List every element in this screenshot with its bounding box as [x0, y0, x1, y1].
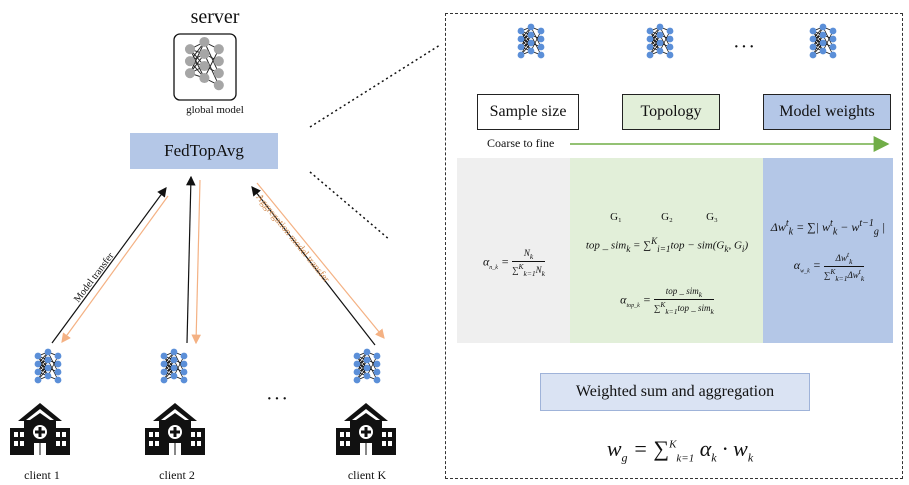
tag-model-weights: Model weights	[763, 94, 891, 130]
client-1-label: client 1	[24, 468, 60, 482]
panel-ellipsis: ···	[733, 36, 756, 58]
aggregation-arrow-k	[256, 182, 385, 339]
client-1-network-icon	[34, 348, 62, 384]
formula-final: wg = ∑Kk=1 αk · wk	[606, 436, 754, 465]
topology-column	[570, 158, 763, 343]
global-model-caption: global model	[186, 104, 244, 116]
formula-alpha-w: αw_k = Δwtk ∑Kk=1Δwtk	[793, 250, 865, 283]
model-weights-column	[763, 158, 893, 343]
aggregation-panel	[445, 13, 903, 479]
tag-topology: Topology	[622, 94, 720, 130]
weighted-sum-box: Weighted sum and aggregation	[540, 373, 810, 411]
fedtopavg-box: FedTopAvg	[130, 133, 278, 169]
client-2-label: client 2	[159, 468, 195, 482]
formula-alpha-n: αn_k = Nk ∑Kk=1Nk	[482, 248, 546, 278]
tag-model-weights-label: Model weights	[779, 103, 875, 120]
model-transfer-arrow-2	[185, 175, 196, 344]
client-k-hospital-icon	[336, 403, 396, 455]
fedtopavg-label: FedTopAvg	[164, 141, 244, 160]
client-2-hospital-icon	[145, 403, 205, 455]
client-k-label: client K	[347, 468, 387, 482]
client-1-hospital-icon	[10, 403, 70, 455]
weighted-sum-label: Weighted sum and aggregation	[575, 383, 775, 400]
tag-topology-label: Topology	[640, 103, 702, 120]
coarse-to-fine-label: Coarse to fine	[487, 136, 555, 150]
sample-size-column	[457, 158, 570, 343]
dotted-connector-top	[309, 44, 441, 128]
aggregation-arrow-1	[61, 195, 169, 343]
formula-delta-w: Δwtk = ∑| wtk − wt−1g |	[770, 218, 886, 238]
formula-top-sim: top _ simk = ∑Ki=1top − sim(Gk, Gi)	[585, 236, 749, 254]
global-model-icon	[173, 33, 237, 101]
formula-alpha-top: αtop_k = top _ simk ∑Kk=1top _ simk	[620, 286, 714, 316]
tag-sample-size: Sample size	[477, 94, 579, 130]
graph-label-g1: G₁	[610, 211, 622, 223]
client-2-network-icon	[160, 348, 188, 384]
client-k-network-icon	[353, 348, 381, 384]
clients-ellipsis: ···	[266, 388, 289, 410]
model-transfer-arrow-k	[251, 186, 376, 346]
model-transfer-arrow-1	[51, 187, 167, 344]
dotted-connector-bottom	[309, 171, 391, 241]
tag-sample-size-label: Sample size	[489, 103, 567, 120]
graph-label-g3: G₃	[706, 211, 718, 223]
server-title: server	[190, 6, 240, 28]
graph-label-g2: G₂	[661, 211, 673, 223]
aggregation-arrow-2	[191, 179, 202, 345]
